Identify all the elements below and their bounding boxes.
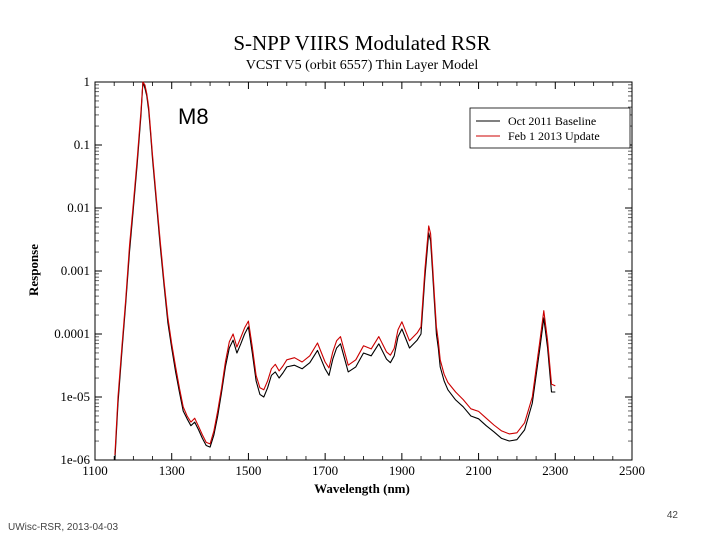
x-tick-label: 1700 xyxy=(312,463,338,478)
x-tick-label: 2500 xyxy=(619,463,645,478)
chart-title: S-NPP VIIRS Modulated RSR xyxy=(233,31,490,55)
y-tick-label: 1e-05 xyxy=(60,389,90,404)
y-tick-label: 1e-06 xyxy=(60,452,90,467)
footer-source: UWisc-RSR, 2013-04-03 xyxy=(8,522,119,533)
chart-subtitle: VCST V5 (orbit 6557) Thin Layer Model xyxy=(246,58,479,73)
y-tick-label: 1 xyxy=(84,74,91,89)
y-tick-label: 0.1 xyxy=(74,137,90,152)
legend-entry-baseline: Oct 2011 Baseline xyxy=(508,114,596,128)
x-tick-label: 1300 xyxy=(159,463,185,478)
legend-box xyxy=(469,107,631,149)
x-tick-label: 1900 xyxy=(389,463,415,478)
y-tick-label: 0.01 xyxy=(67,200,90,215)
y-tick-label: 0.001 xyxy=(61,263,90,278)
y-axis-label: Response xyxy=(26,244,41,296)
series-line-update xyxy=(114,81,556,456)
x-tick-label: 2300 xyxy=(542,463,568,478)
x-tick-label: 1500 xyxy=(235,463,261,478)
legend: Oct 2011 Baseline Feb 1 2013 Update xyxy=(469,107,631,149)
band-label: M8 xyxy=(178,104,209,129)
page-number: 42 xyxy=(666,510,678,521)
x-tick-label: 2100 xyxy=(466,463,492,478)
x-axis-label: Wavelength (nm) xyxy=(314,481,410,496)
x-tick-label: 1100 xyxy=(82,463,108,478)
y-tick-label: 0.0001 xyxy=(54,326,90,341)
legend-entry-update: Feb 1 2013 Update xyxy=(508,129,600,143)
